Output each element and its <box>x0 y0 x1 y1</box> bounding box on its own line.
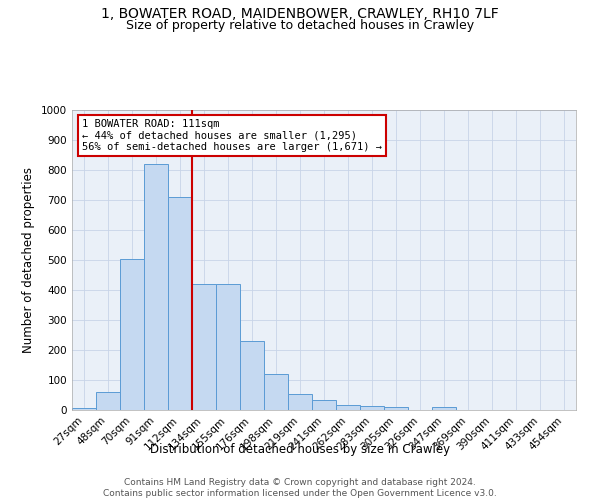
Bar <box>264 374 288 410</box>
Bar <box>96 392 120 410</box>
Text: 1, BOWATER ROAD, MAIDENBOWER, CRAWLEY, RH10 7LF: 1, BOWATER ROAD, MAIDENBOWER, CRAWLEY, R… <box>101 8 499 22</box>
Text: Contains HM Land Registry data © Crown copyright and database right 2024.
Contai: Contains HM Land Registry data © Crown c… <box>103 478 497 498</box>
Bar <box>240 341 264 410</box>
Bar <box>192 284 216 410</box>
Bar <box>216 284 240 410</box>
Bar <box>384 407 408 410</box>
Bar <box>336 404 360 410</box>
Bar <box>360 406 384 410</box>
Text: Size of property relative to detached houses in Crawley: Size of property relative to detached ho… <box>126 18 474 32</box>
Bar <box>144 164 168 410</box>
Bar <box>288 394 312 410</box>
Bar <box>432 407 456 410</box>
Bar <box>168 197 192 410</box>
Bar <box>312 400 336 410</box>
Bar <box>72 408 96 410</box>
Bar <box>120 258 144 410</box>
Text: 1 BOWATER ROAD: 111sqm
← 44% of detached houses are smaller (1,295)
56% of semi-: 1 BOWATER ROAD: 111sqm ← 44% of detached… <box>82 119 382 152</box>
Y-axis label: Number of detached properties: Number of detached properties <box>22 167 35 353</box>
Text: Distribution of detached houses by size in Crawley: Distribution of detached houses by size … <box>150 442 450 456</box>
